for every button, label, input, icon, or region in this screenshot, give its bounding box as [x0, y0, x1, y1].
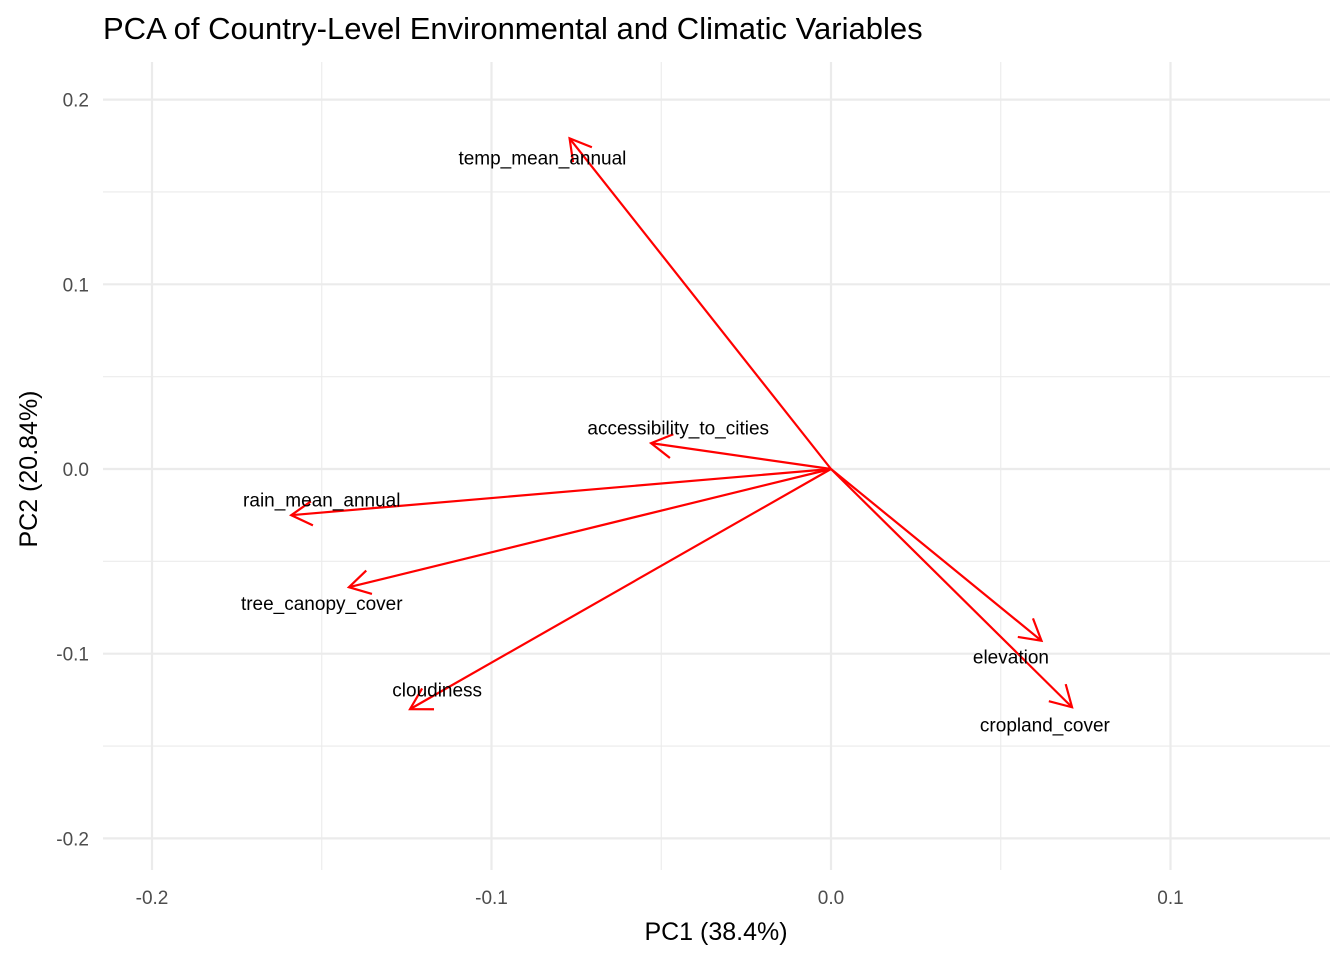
loading-arrow: [408, 468, 832, 711]
arrow-head: [408, 687, 435, 711]
arrow-shaft: [830, 468, 1043, 642]
vector-labels: temp_mean_annual accessibility_to_citiesr…: [241, 149, 1111, 737]
vector-label: cropland_cover: [980, 716, 1111, 737]
loading-arrow: [830, 468, 1074, 709]
arrow-shaft: [348, 467, 832, 589]
axis-ticks: -0.2 -0.1 0.0 0.1 -0.2 -0.1 0.0 0.1 0.2: [56, 91, 1183, 909]
arrow-shaft: [830, 468, 1073, 709]
loading-arrow: [568, 136, 832, 470]
grid: [103, 62, 1330, 870]
chart-title: PCA of Country-Level Environmental and C…: [103, 11, 923, 46]
loading-vectors: [289, 136, 1074, 711]
vector-label: elevation: [973, 647, 1049, 668]
vector-label: accessibility_to_cities: [587, 418, 769, 439]
arrow-shaft: [291, 467, 832, 517]
x-tick-label: -0.2: [136, 888, 169, 909]
arrow-head: [1017, 617, 1044, 643]
arrow-head: [346, 569, 373, 595]
arrow-shaft: [650, 442, 832, 471]
y-tick-label: -0.1: [56, 645, 89, 666]
loading-arrow: [648, 433, 832, 471]
loading-arrow: [346, 467, 832, 595]
loading-arrow: [830, 468, 1044, 643]
x-tick-label: 0.1: [1157, 888, 1183, 909]
arrow-head: [289, 500, 314, 527]
x-tick-label: -0.1: [475, 888, 508, 909]
arrow-shaft: [409, 468, 832, 711]
y-tick-label: 0.1: [63, 275, 89, 296]
vector-label: temp_mean_annual: [458, 149, 626, 170]
x-tick-label: 0.0: [818, 888, 844, 909]
arrow-head: [648, 433, 674, 459]
arrow-head: [568, 136, 593, 163]
vector-label: tree_canopy_cover: [241, 594, 403, 615]
arrow-head: [1048, 683, 1074, 709]
y-tick-label: -0.2: [56, 829, 89, 850]
y-tick-label: 0.2: [63, 91, 89, 112]
arrow-shaft: [568, 137, 832, 470]
x-axis-title: PC1 (38.4%): [644, 918, 787, 946]
y-tick-label: 0.0: [63, 460, 89, 481]
vector-label: cloudiness: [392, 681, 482, 702]
vector-label: rain_mean_annual: [243, 490, 400, 511]
y-axis-title: PC2 (20.84%): [15, 390, 43, 547]
loading-arrow: [289, 467, 832, 527]
